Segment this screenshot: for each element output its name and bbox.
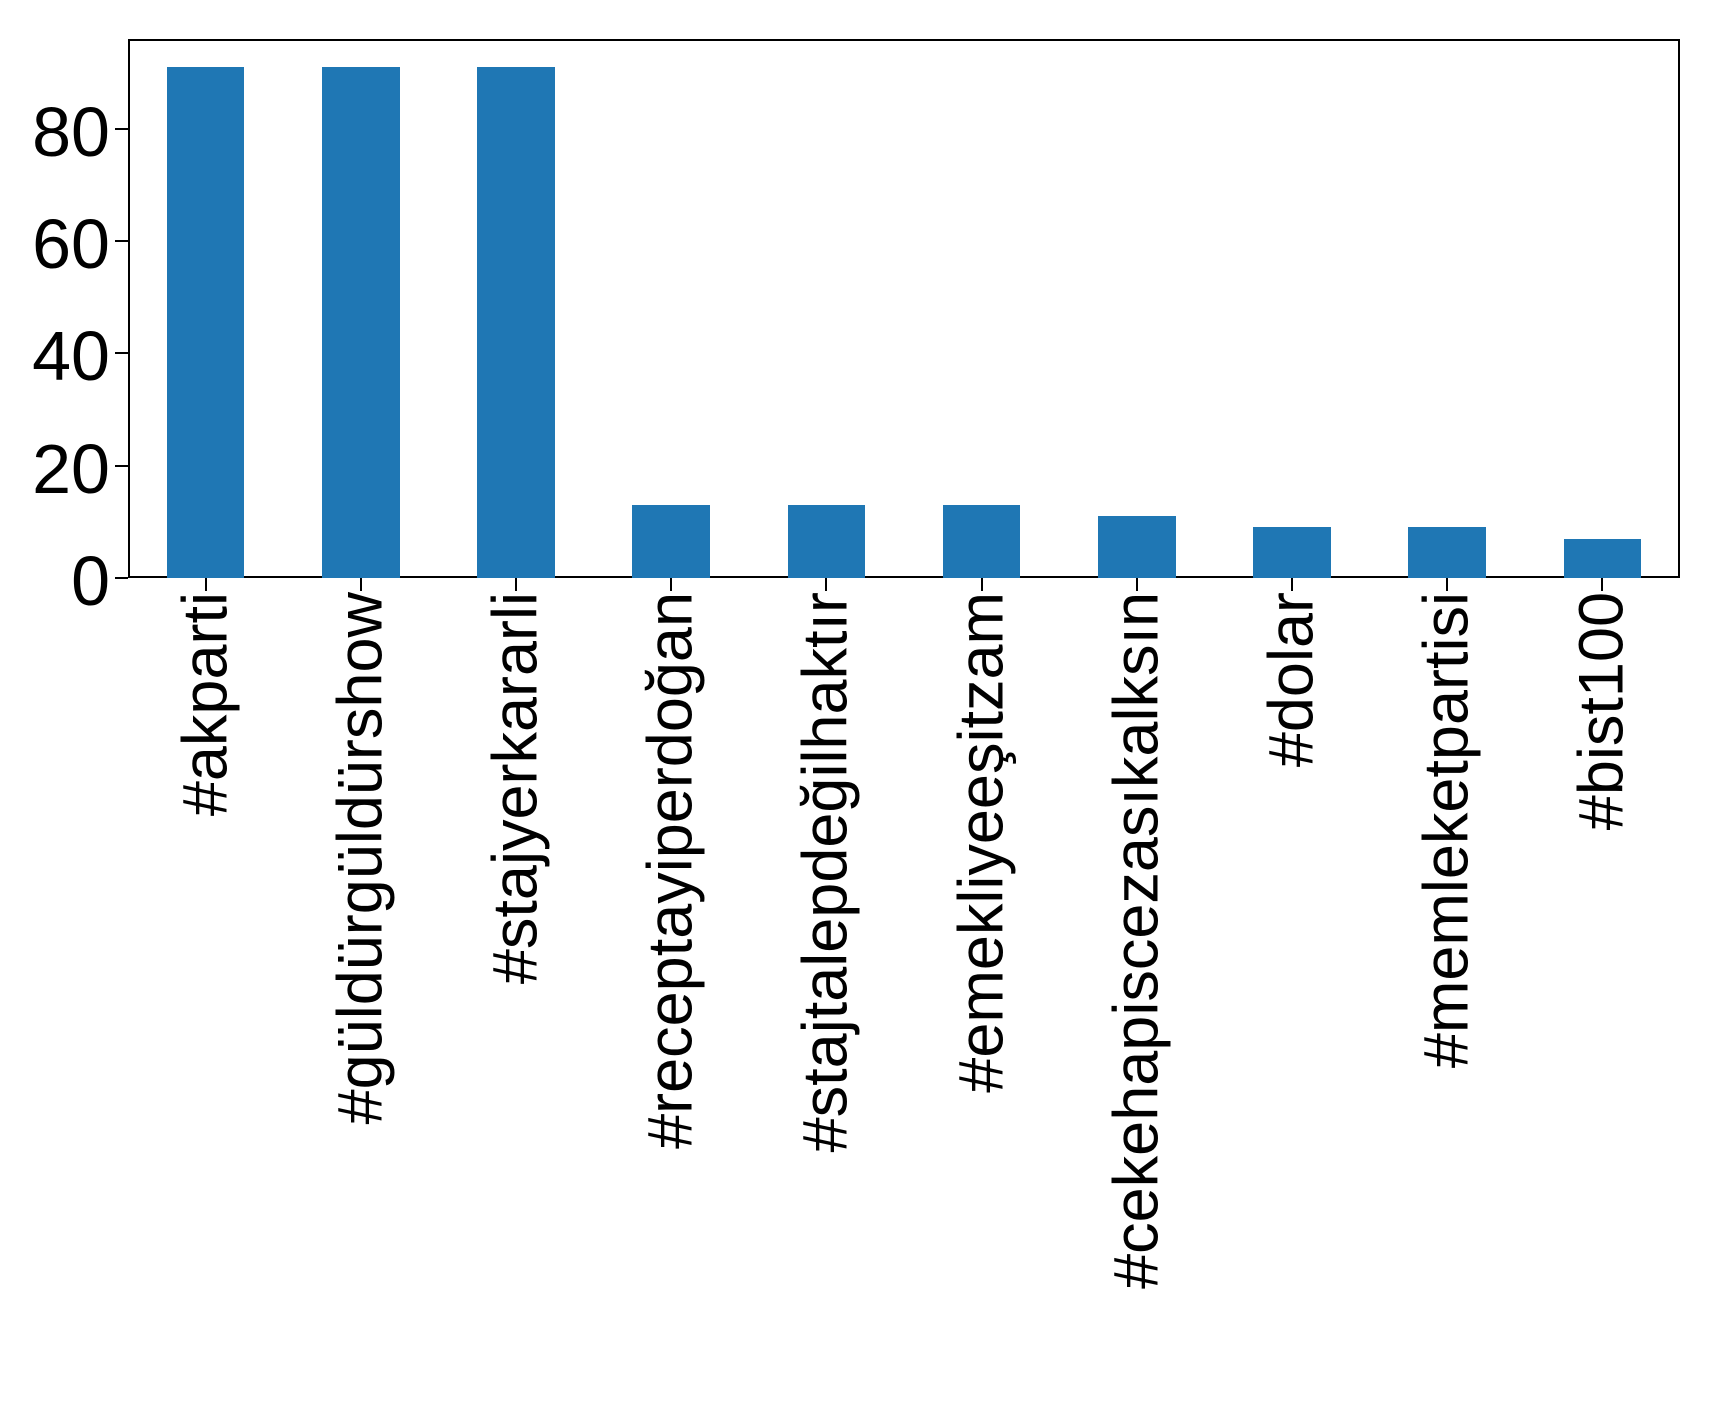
y-tick-label: 0	[71, 541, 110, 620]
y-tick-mark	[115, 352, 128, 355]
y-tick-label: 80	[32, 92, 110, 171]
x-tick-label: #emekliyeeşitzam	[946, 592, 1017, 1093]
x-tick-mark	[980, 578, 983, 591]
x-tick-mark	[1291, 578, 1293, 591]
x-tick-mark	[1135, 578, 1138, 591]
x-tick-label: #bist100	[1566, 592, 1637, 831]
bar	[1563, 538, 1642, 578]
bar	[942, 505, 1021, 578]
y-tick-mark	[115, 577, 128, 579]
y-tick-mark	[115, 240, 128, 243]
y-tick-mark	[115, 464, 128, 467]
bar	[477, 67, 555, 578]
x-tick-label: #memleketpartisi	[1411, 592, 1482, 1069]
bar	[1098, 516, 1176, 578]
x-tick-mark	[1601, 578, 1604, 591]
y-tick-label: 40	[32, 317, 110, 396]
x-tick-mark	[204, 578, 207, 591]
x-tick-label: #güldürgüldürshow	[325, 592, 396, 1125]
x-tick-mark	[825, 578, 828, 591]
bar	[1408, 527, 1486, 578]
x-tick-label: #receptayiperdoğan	[635, 592, 706, 1149]
x-tick-label: #stajyerkararli	[480, 592, 551, 985]
x-tick-label: #akparti	[170, 592, 241, 817]
bar	[166, 67, 245, 578]
plot-area	[128, 39, 1680, 578]
bar	[632, 505, 710, 578]
x-tick-label: #cekehapiscezasıkalksın	[1101, 592, 1172, 1289]
bar	[322, 67, 400, 578]
x-tick-mark	[1446, 578, 1449, 591]
y-tick-mark	[115, 127, 128, 130]
y-tick-label: 20	[32, 429, 110, 508]
x-tick-label: #dolar	[1256, 592, 1327, 768]
x-tick-mark	[670, 578, 673, 591]
bar	[1253, 527, 1331, 578]
x-tick-label: #stajtalepdeğilhaktır	[790, 592, 861, 1153]
y-tick-label: 60	[32, 204, 110, 283]
x-tick-mark	[359, 578, 362, 591]
bar	[787, 505, 866, 578]
x-tick-mark	[515, 578, 517, 591]
